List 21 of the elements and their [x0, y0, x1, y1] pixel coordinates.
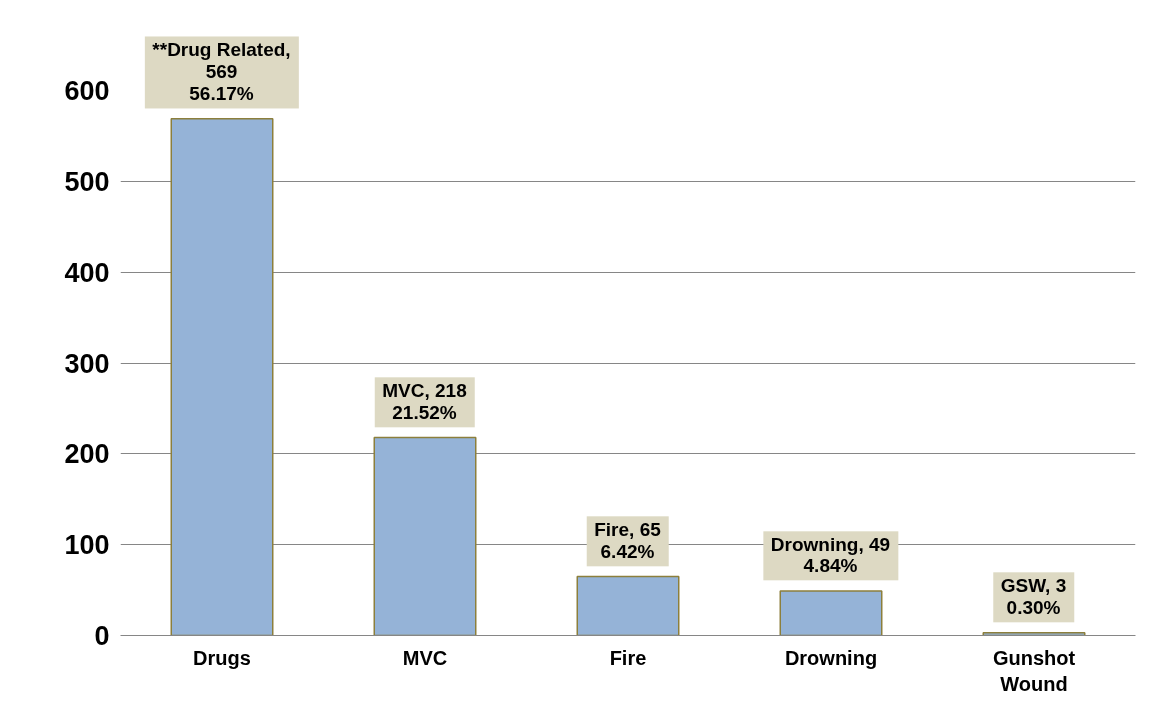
bar — [779, 590, 883, 636]
value-label: MVC, 218 21.52% — [374, 377, 475, 427]
x-tick-label: Fire — [609, 646, 647, 669]
y-tick-label: 0 — [94, 621, 110, 651]
bar — [373, 436, 477, 636]
x-tick-label: Gunshot Wound — [992, 646, 1076, 695]
bar — [576, 575, 680, 636]
bar — [170, 117, 274, 636]
y-tick-label: 400 — [64, 257, 110, 288]
y-tick-label: 100 — [64, 530, 110, 561]
x-tick-label: MVC — [402, 646, 448, 669]
y-tick-label: 300 — [64, 348, 110, 379]
value-label: Fire, 65 6.42% — [586, 516, 669, 566]
y-tick-label: 500 — [64, 166, 110, 197]
value-label: **Drug Related, 569 56.17% — [144, 36, 299, 109]
x-tick-label: Drugs — [193, 646, 251, 669]
x-tick-label: Drowning — [784, 646, 878, 669]
value-label: Drowning, 49 4.84% — [762, 530, 899, 581]
value-label: GSW, 3 0.30% — [992, 572, 1075, 623]
y-tick-label: 200 — [64, 439, 110, 470]
y-tick-label: 600 — [64, 76, 110, 106]
